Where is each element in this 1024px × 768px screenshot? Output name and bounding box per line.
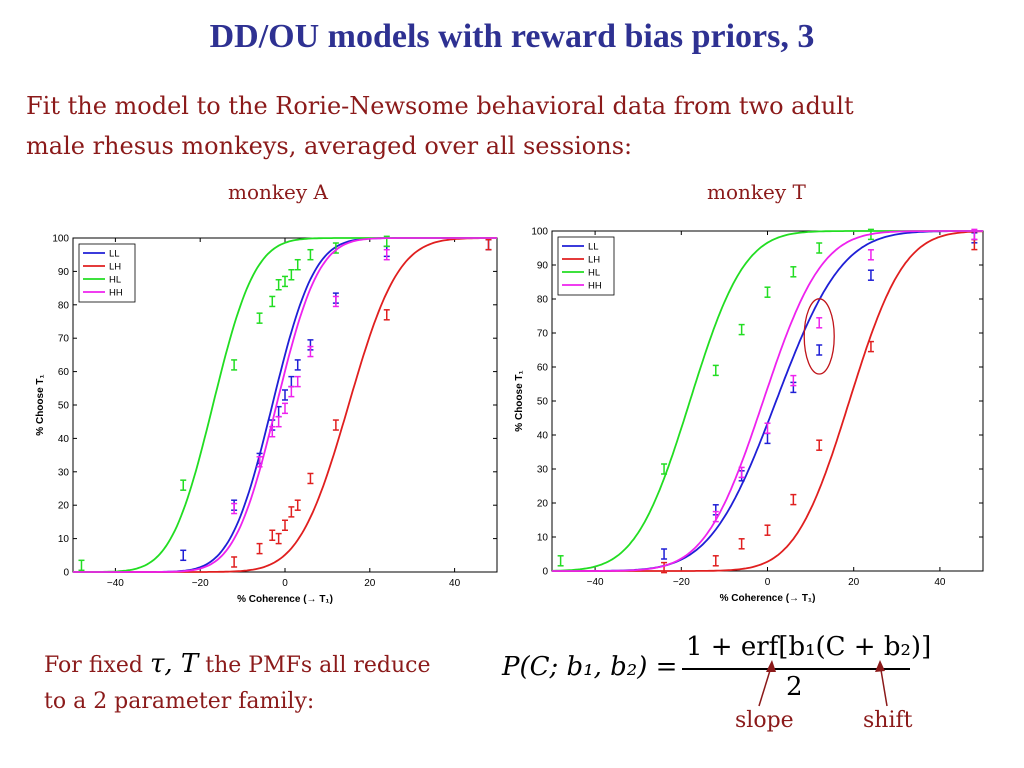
y-tick-label: 90	[58, 267, 70, 278]
y-tick-label: 30	[537, 465, 549, 476]
x-tick-label: 20	[848, 577, 860, 588]
fixed-prefix: For fixed	[44, 653, 143, 678]
intro-text: Fit the model to the Rorie-Newsome behav…	[26, 86, 1006, 166]
y-tick-label: 70	[58, 334, 70, 345]
slide-title: DD/OU models with reward bias priors, 3	[209, 18, 815, 55]
intro-line-1: Fit the model to the Rorie-Newsome behav…	[26, 92, 854, 120]
x-tick-label: 0	[765, 577, 771, 588]
x-axis-label: % Coherence (→ T₁)	[237, 594, 333, 605]
y-tick-label: 100	[531, 227, 548, 238]
legend-label-hl: HL	[109, 275, 121, 286]
fixed-suffix: the PMFs all reduce	[205, 653, 431, 678]
y-tick-label: 20	[537, 499, 549, 510]
fixed-line-1: For fixed τ, T the PMFs all reduce	[44, 646, 484, 684]
x-tick-label: −40	[587, 577, 604, 588]
monkey-a-label: monkey A	[228, 180, 328, 204]
y-tick-label: 50	[537, 397, 549, 408]
plot-frame	[551, 230, 984, 572]
y-tick-label: 0	[542, 567, 548, 578]
x-tick-label: −20	[192, 578, 209, 589]
y-tick-label: 0	[63, 568, 69, 579]
legend-label-hh: HH	[109, 288, 123, 299]
y-tick-label: 50	[58, 401, 70, 412]
y-tick-label: 100	[52, 234, 69, 245]
y-axis-label: % Choose T₁	[514, 370, 525, 431]
shift-label: shift	[863, 708, 913, 733]
y-tick-label: 60	[58, 367, 70, 378]
formula-numerator: 1 + erf[b₁(C + b₂)]	[686, 632, 932, 662]
legend-label-ll: LL	[109, 249, 120, 260]
y-tick-label: 80	[58, 300, 70, 311]
fixed-line-2: to a 2 parameter family:	[44, 689, 315, 714]
fixed-params-text: For fixed τ, T the PMFs all reduce to a …	[44, 646, 484, 720]
formula-lhs: P(C; b₁, b₂) =	[502, 652, 678, 682]
legend-label-lh: LH	[588, 255, 600, 266]
intro-line-2: male rhesus monkeys, averaged over all s…	[26, 132, 633, 160]
y-tick-label: 60	[537, 363, 549, 374]
x-tick-label: 40	[934, 577, 946, 588]
formula-denominator: 2	[786, 672, 803, 702]
y-tick-label: 40	[58, 434, 70, 445]
x-axis-label: % Coherence (→ T₁)	[720, 593, 816, 604]
fit-curve-hh	[73, 237, 497, 573]
y-tick-label: 40	[537, 431, 549, 442]
formula-fraction-bar	[682, 668, 910, 670]
y-tick-label: 10	[537, 533, 549, 544]
tau-t-symbols: τ, T	[150, 649, 199, 679]
legend-label-hh: HH	[588, 281, 602, 292]
legend-label-ll: LL	[588, 242, 599, 253]
y-tick-label: 30	[58, 467, 70, 478]
x-tick-label: −40	[107, 578, 124, 589]
x-tick-label: 40	[449, 578, 461, 589]
y-tick-label: 20	[58, 501, 70, 512]
legend-label-lh: LH	[109, 262, 121, 273]
monkey-t-label: monkey T	[707, 180, 806, 204]
x-tick-label: 20	[364, 578, 376, 589]
slope-label: slope	[735, 708, 794, 733]
y-tick-label: 70	[537, 329, 549, 340]
y-tick-label: 80	[537, 295, 549, 306]
highlight-ellipse	[803, 298, 835, 375]
y-tick-label: 10	[58, 534, 70, 545]
fit-curve-hh	[552, 230, 983, 572]
y-axis-label: % Choose T₁	[35, 374, 46, 435]
legend-label-hl: HL	[588, 268, 600, 279]
x-tick-label: 0	[282, 578, 288, 589]
x-tick-label: −20	[673, 577, 690, 588]
y-tick-label: 90	[537, 261, 549, 272]
